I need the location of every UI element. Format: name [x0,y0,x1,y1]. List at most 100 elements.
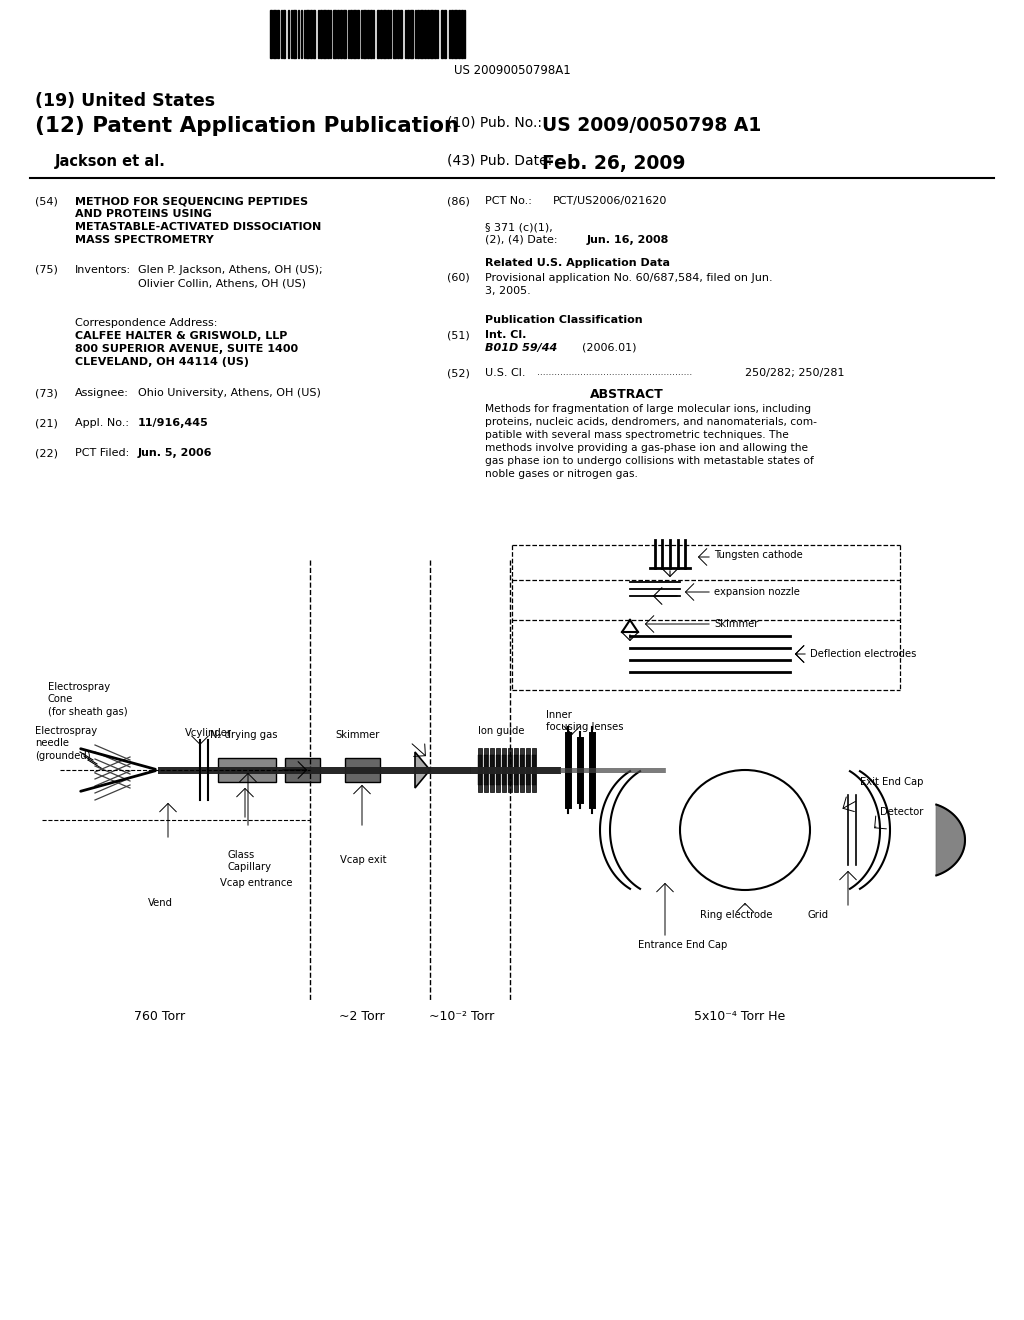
Bar [430,11,433,58]
Text: (73): (73) [35,388,58,399]
Polygon shape [415,752,430,788]
Text: Deflection electrodes: Deflection electrodes [810,649,916,659]
Text: patible with several mass spectrometric techniques. The: patible with several mass spectrometric … [485,430,788,440]
Bar [441,11,443,58]
Bar [502,755,506,785]
Bar [377,11,379,58]
Bar [496,755,500,785]
Bar [484,755,488,785]
Text: 3, 2005.: 3, 2005. [485,286,530,296]
Text: Ohio University, Athens, OH (US): Ohio University, Athens, OH (US) [138,388,321,399]
Bar [310,11,312,58]
Text: (21): (21) [35,418,58,428]
Text: Provisional application No. 60/687,584, filed on Jun.: Provisional application No. 60/687,584, … [485,273,773,282]
Text: Detector: Detector [880,807,924,817]
Text: expansion nozzle: expansion nozzle [714,587,800,597]
Text: Inner
focusing lenses: Inner focusing lenses [546,710,624,733]
Text: Related U.S. Application Data: Related U.S. Application Data [485,257,670,268]
Text: US 20090050798A1: US 20090050798A1 [454,63,570,77]
Bar [327,11,329,58]
Bar [345,758,380,781]
Text: § 371 (c)(1),: § 371 (c)(1), [485,222,553,232]
Bar [410,11,413,58]
Bar [407,11,409,58]
Bar [370,11,372,58]
Bar [353,11,356,58]
Text: Entrance End Cap: Entrance End Cap [638,940,727,950]
Text: noble gases or nitrogen gas.: noble gases or nitrogen gas. [485,469,638,479]
Bar [451,11,453,58]
Bar [270,11,272,58]
Text: US 2009/0050798 A1: US 2009/0050798 A1 [542,116,761,135]
Text: Electrospray
Cone
(for sheath gas): Electrospray Cone (for sheath gas) [48,682,128,717]
Text: Assignee:: Assignee: [75,388,129,399]
Text: ~2 Torr: ~2 Torr [339,1010,385,1023]
Text: Glen P. Jackson, Athens, OH (US);: Glen P. Jackson, Athens, OH (US); [138,265,323,275]
Bar [502,748,506,792]
Text: (2), (4) Date:: (2), (4) Date: [485,235,557,246]
Bar [508,755,512,785]
Bar [333,11,336,58]
Bar [400,11,402,58]
Text: Vcylinder: Vcylinder [185,729,232,738]
Bar [478,755,482,785]
Bar [293,11,296,58]
Bar [340,11,342,58]
Text: B01D 59/44: B01D 59/44 [485,343,557,352]
Text: AND PROTEINS USING: AND PROTEINS USING [75,209,212,219]
Text: Int. Cl.: Int. Cl. [485,330,526,341]
Text: (54): (54) [35,195,58,206]
Text: Exit End Cap: Exit End Cap [860,777,924,787]
Bar [397,11,399,58]
Bar [484,748,488,792]
Text: (22): (22) [35,447,58,458]
Text: (60): (60) [447,273,470,282]
Bar [520,755,524,785]
Text: Appl. No.:: Appl. No.: [75,418,129,428]
Text: ......................................................: ........................................… [537,368,692,378]
Polygon shape [936,805,965,875]
Bar [427,11,429,58]
Bar [532,748,536,792]
Text: (10) Pub. No.:: (10) Pub. No.: [447,116,542,129]
Text: Skimmer: Skimmer [335,730,379,741]
Bar [283,11,285,58]
Bar [313,11,315,58]
Text: Publication Classification: Publication Classification [485,315,643,325]
Text: Grid: Grid [808,909,829,920]
Text: 800 SUPERIOR AVENUE, SUITE 1400: 800 SUPERIOR AVENUE, SUITE 1400 [75,345,298,354]
Bar [350,11,352,58]
Text: 5x10⁻⁴ Torr He: 5x10⁻⁴ Torr He [694,1010,785,1023]
Text: (75): (75) [35,265,58,275]
Text: Correspondence Address:: Correspondence Address: [75,318,217,327]
Bar [417,11,419,58]
Bar [420,11,423,58]
Bar [532,755,536,785]
Text: ~10⁻² Torr: ~10⁻² Torr [429,1010,495,1023]
Text: (19) United States: (19) United States [35,92,215,110]
Bar [337,11,339,58]
Bar [520,748,524,792]
Bar [490,748,494,792]
Bar [526,748,530,792]
Bar [496,748,500,792]
Bar [362,11,366,58]
Text: Electrospray
needle
(grounded): Electrospray needle (grounded) [35,726,97,760]
Text: (51): (51) [447,330,470,341]
Bar [343,11,346,58]
Text: Jun. 5, 2006: Jun. 5, 2006 [138,447,213,458]
Text: PCT/US2006/021620: PCT/US2006/021620 [553,195,668,206]
Bar [454,11,457,58]
Text: METASTABLE-ACTIVATED DISSOCIATION: METASTABLE-ACTIVATED DISSOCIATION [75,222,322,232]
Text: methods involve providing a gas-phase ion and allowing the: methods involve providing a gas-phase io… [485,444,808,453]
Text: (52): (52) [447,368,470,378]
Bar [319,11,322,58]
Bar [278,11,279,58]
Text: Vcap entrance: Vcap entrance [220,878,293,888]
Text: Ion guide: Ion guide [478,726,524,737]
Bar [424,11,426,58]
Text: 250/282; 250/281: 250/282; 250/281 [745,368,845,378]
Text: Olivier Collin, Athens, OH (US): Olivier Collin, Athens, OH (US) [138,279,306,288]
Text: proteins, nucleic acids, dendromers, and nanomaterials, com-: proteins, nucleic acids, dendromers, and… [485,417,817,426]
Text: Jackson et al.: Jackson et al. [55,154,166,169]
